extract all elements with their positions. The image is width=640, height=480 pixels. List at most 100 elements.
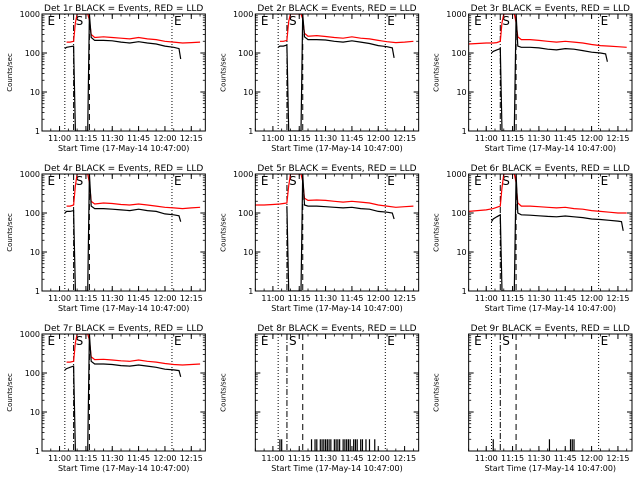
marker-label: E xyxy=(387,334,395,348)
x-tick-label: 11:00 xyxy=(475,294,498,303)
plot-frame xyxy=(255,14,418,131)
plot-frame xyxy=(42,334,205,451)
marker-label: E xyxy=(261,334,269,348)
chart-title: Det 5r BLACK = Events, RED = LLD xyxy=(257,164,416,174)
series-line-events xyxy=(65,334,181,451)
y-tick-label: 1 xyxy=(462,287,467,296)
marker-label: E xyxy=(387,14,395,28)
chart-title: Det 3r BLACK = Events, RED = LLD xyxy=(471,4,630,14)
y-tick-label: 100 xyxy=(451,49,466,58)
x-tick-label: 12:00 xyxy=(153,134,176,143)
x-tick-label: 12:15 xyxy=(393,134,416,143)
x-tick-label: 11:15 xyxy=(501,294,524,303)
y-tick-label: 1000 xyxy=(446,10,466,19)
x-tick-label: 12:15 xyxy=(606,454,629,463)
panel-4: Det 4r BLACK = Events, RED = LLDE S E11010… xyxy=(6,164,205,313)
plot-frame xyxy=(42,14,205,131)
x-tick-label: 11:30 xyxy=(314,294,337,303)
panel-7: Det 7r BLACK = Events, RED = LLDE S E11010… xyxy=(6,324,205,473)
y-tick-label: 10 xyxy=(30,408,40,417)
y-tick-label: 1000 xyxy=(446,170,466,179)
y-tick-label: 100 xyxy=(25,49,40,58)
series-line-events xyxy=(278,14,394,131)
marker-label: E xyxy=(474,334,482,348)
panel-1: Det 1r BLACK = Events, RED = LLDE S E11010… xyxy=(6,4,205,153)
y-axis-label: Counts/sec xyxy=(433,53,441,92)
y-tick-label: 1000 xyxy=(20,10,40,19)
x-tick-label: 11:00 xyxy=(261,294,284,303)
x-tick-label: 11:30 xyxy=(101,294,124,303)
x-tick-label: 12:15 xyxy=(180,454,203,463)
x-axis-label: Start Time (17-May-14 10:47:00) xyxy=(58,464,189,473)
marker-label: E xyxy=(261,14,269,28)
x-tick-label: 12:15 xyxy=(393,454,416,463)
x-tick-label: 11:00 xyxy=(261,134,284,143)
marker-label: E xyxy=(48,334,56,348)
y-axis-label: Counts/sec xyxy=(433,213,441,252)
x-tick-label: 11:45 xyxy=(127,454,150,463)
x-axis-label: Start Time (17-May-14 10:47:00) xyxy=(271,304,402,313)
x-tick-label: 11:15 xyxy=(501,454,524,463)
y-axis-label: Counts/sec xyxy=(219,373,227,412)
plot-frame xyxy=(255,174,418,291)
chart-title: Det 8r BLACK = Events, RED = LLD xyxy=(257,324,416,334)
y-tick-label: 10 xyxy=(456,248,466,257)
y-tick-label: 1000 xyxy=(233,10,253,19)
y-axis-label: Counts/sec xyxy=(219,53,227,92)
x-tick-label: 11:15 xyxy=(74,294,97,303)
x-tick-label: 11:30 xyxy=(101,134,124,143)
marker-label: E xyxy=(174,14,182,28)
y-tick-label: 1 xyxy=(35,287,40,296)
x-tick-label: 12:00 xyxy=(367,454,390,463)
chart-title: Det 7r BLACK = Events, RED = LLD xyxy=(44,324,203,334)
x-axis-label: Start Time (17-May-14 10:47:00) xyxy=(485,144,616,153)
x-tick-label: 11:45 xyxy=(554,134,577,143)
x-tick-label: 11:15 xyxy=(74,134,97,143)
x-tick-label: 11:00 xyxy=(48,134,71,143)
chart-title: Det 2r BLACK = Events, RED = LLD xyxy=(257,4,416,14)
marker-label: E xyxy=(48,14,56,28)
plot-frame xyxy=(255,334,418,451)
x-tick-label: 11:00 xyxy=(48,294,71,303)
series-line-events xyxy=(287,174,394,291)
x-tick-label: 11:30 xyxy=(527,294,550,303)
y-tick-label: 1 xyxy=(248,127,253,136)
y-tick-label: 10 xyxy=(30,88,40,97)
x-axis-label: Start Time (17-May-14 10:47:00) xyxy=(58,144,189,153)
x-tick-label: 12:15 xyxy=(606,134,629,143)
marker-label: E xyxy=(174,174,182,188)
x-axis-label: Start Time (17-May-14 10:47:00) xyxy=(271,144,402,153)
y-tick-label: 100 xyxy=(238,209,253,218)
series-line-events xyxy=(65,174,181,291)
x-tick-label: 11:00 xyxy=(475,134,498,143)
y-tick-label: 10 xyxy=(243,88,253,97)
y-axis-label: Counts/sec xyxy=(433,373,441,412)
x-tick-label: 11:45 xyxy=(340,294,363,303)
y-tick-label: 1 xyxy=(35,447,40,456)
x-tick-label: 12:15 xyxy=(393,294,416,303)
y-tick-label: 1000 xyxy=(233,170,253,179)
series-line-events xyxy=(492,174,624,291)
x-tick-label: 12:00 xyxy=(580,454,603,463)
x-tick-label: 12:00 xyxy=(580,294,603,303)
x-tick-label: 11:45 xyxy=(554,294,577,303)
x-tick-label: 11:00 xyxy=(261,454,284,463)
x-tick-label: 12:15 xyxy=(180,134,203,143)
x-tick-label: 11:15 xyxy=(288,294,311,303)
chart-title: Det 6r BLACK = Events, RED = LLD xyxy=(471,164,630,174)
x-tick-label: 12:00 xyxy=(367,134,390,143)
plot-frame xyxy=(469,334,632,451)
marker-label: E xyxy=(174,334,182,348)
x-tick-label: 11:30 xyxy=(527,134,550,143)
y-tick-label: 100 xyxy=(451,209,466,218)
y-tick-label: 1000 xyxy=(20,170,40,179)
plot-frame xyxy=(42,174,205,291)
y-tick-label: 10 xyxy=(456,88,466,97)
x-tick-label: 11:00 xyxy=(48,454,71,463)
x-tick-label: 11:15 xyxy=(288,134,311,143)
y-axis-label: Counts/sec xyxy=(6,213,14,252)
